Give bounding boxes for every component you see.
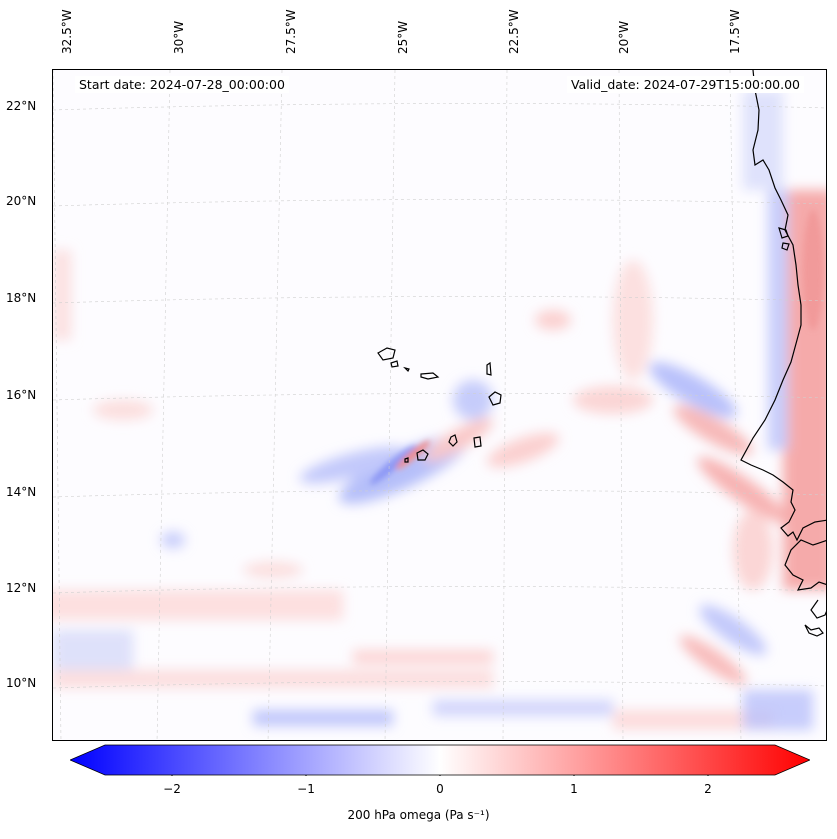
field-blob (369, 445, 417, 485)
coastlines (377, 70, 826, 637)
graticule (53, 70, 826, 740)
brava-island (404, 457, 409, 463)
lon-label-20w: 20°W (617, 20, 631, 54)
colorbar-ticklines (171, 775, 709, 776)
field-blob (697, 456, 789, 524)
bissagos-islands (810, 599, 826, 619)
colorbar-tick-label: 2 (704, 782, 712, 796)
lat-label-22n: 22°N (6, 99, 37, 113)
lon-gridline-20w (618, 70, 624, 740)
field-blob (53, 250, 71, 340)
lon-label-17.5w: 17.5°W (728, 9, 742, 54)
lat-label-10n: 10°N (6, 676, 37, 690)
map-panel[interactable] (52, 69, 827, 741)
santiago-island (448, 434, 458, 447)
coastal-islet (781, 242, 790, 251)
field-blob (243, 562, 303, 578)
sao-vicente-island (390, 360, 399, 368)
lat-label-18n: 18°N (6, 291, 37, 305)
field-blob (613, 260, 653, 380)
field-blob (649, 362, 737, 418)
field-blob (423, 418, 493, 462)
colorbar-tick-label: 1 (570, 782, 578, 796)
coastal-islet (804, 624, 824, 637)
field-blob (699, 605, 767, 655)
lon-label-32.5w: 32.5°W (60, 9, 74, 54)
field-blob (53, 670, 493, 688)
omega-field (53, 90, 826, 730)
west-africa-coastline (740, 70, 826, 542)
lon-label-22.5w: 22.5°W (507, 9, 521, 54)
field-blob (353, 650, 493, 664)
santa-luzia-island (403, 366, 410, 373)
colorbar-tick-label: −2 (163, 782, 181, 796)
sao-nicolau-island (420, 372, 440, 380)
lon-gridline-25w (384, 70, 396, 740)
santo-antao-island (377, 347, 396, 361)
lon-gridline-17.5w (729, 70, 742, 740)
colorbar-body (70, 744, 810, 776)
colorbar (70, 744, 810, 776)
fogo-island (416, 449, 429, 461)
colorbar-tick-label: 0 (436, 782, 444, 796)
lat-label-16n: 16°N (6, 388, 37, 402)
guinea-bissau-coastline (784, 539, 826, 591)
field-blob (161, 532, 185, 548)
field-blob (679, 635, 747, 685)
field-blob (673, 405, 753, 455)
field-blob (453, 380, 493, 420)
field-blob (93, 400, 153, 420)
lon-gridline-22.5w (502, 70, 508, 740)
lon-label-30w: 30°W (172, 20, 186, 54)
start-date-label: Start date: 2024-07-28_00:00:00 (75, 76, 289, 93)
field-blob (299, 446, 407, 484)
field-blob (613, 710, 773, 730)
field-blob (733, 510, 773, 590)
colorbar-label: 200 hPa omega (Pa s⁻¹) (347, 808, 490, 822)
field-blob (803, 210, 823, 330)
field-blob (768, 190, 788, 450)
valid-date-label: Valid_date: 2024-07-29T15:00:00.00 (566, 76, 804, 93)
lon-label-27.5w: 27.5°W (284, 9, 298, 54)
field-blob (53, 630, 133, 670)
sal-island (486, 361, 492, 376)
field-blob (573, 386, 653, 414)
lon-gridline-27.5w (267, 70, 283, 740)
field-blob (535, 310, 571, 330)
colorbar-tick-label: −1 (297, 782, 315, 796)
boa-vista-island (488, 391, 502, 406)
field-blob (743, 90, 783, 190)
coastal-islet (778, 227, 789, 239)
lon-label-25w: 25°W (396, 20, 410, 54)
field-blob (253, 710, 393, 726)
lat-label-14n: 14°N (6, 485, 37, 499)
field-blob (53, 590, 343, 620)
lat-label-12n: 12°N (6, 581, 37, 595)
field-blob (487, 432, 559, 468)
maio-island (473, 436, 482, 448)
field-blob (743, 690, 813, 730)
lon-gridline-32.5w (53, 70, 62, 740)
field-blob (433, 700, 613, 716)
map-canvas (53, 70, 826, 740)
lat-label-20n: 20°N (6, 194, 37, 208)
lon-gridline-30w (156, 70, 171, 740)
